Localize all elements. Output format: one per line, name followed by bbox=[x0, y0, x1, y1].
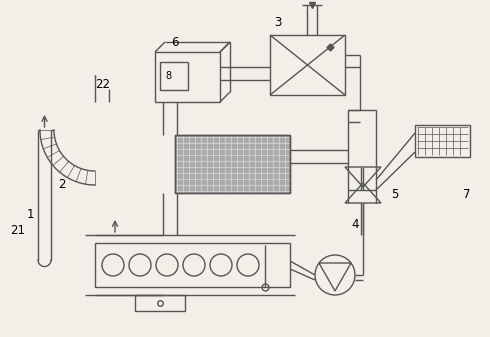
Text: 3: 3 bbox=[274, 16, 282, 29]
Bar bbox=[160, 62, 188, 90]
Text: 8: 8 bbox=[165, 71, 171, 81]
Text: 7: 7 bbox=[463, 188, 471, 202]
Bar bbox=[348, 110, 376, 190]
Bar bbox=[270, 35, 345, 95]
Bar bbox=[175, 135, 290, 193]
Bar bbox=[155, 52, 220, 102]
Text: 1: 1 bbox=[26, 209, 34, 221]
Bar bbox=[95, 243, 290, 287]
Text: 6: 6 bbox=[171, 35, 179, 49]
Bar bbox=[175, 135, 290, 193]
Text: 22: 22 bbox=[96, 79, 111, 92]
Text: 21: 21 bbox=[10, 223, 25, 237]
Bar bbox=[135, 295, 185, 311]
Text: 2: 2 bbox=[58, 179, 66, 191]
Text: 4: 4 bbox=[351, 218, 359, 232]
Text: 5: 5 bbox=[392, 188, 399, 202]
Bar bbox=[415, 125, 470, 157]
